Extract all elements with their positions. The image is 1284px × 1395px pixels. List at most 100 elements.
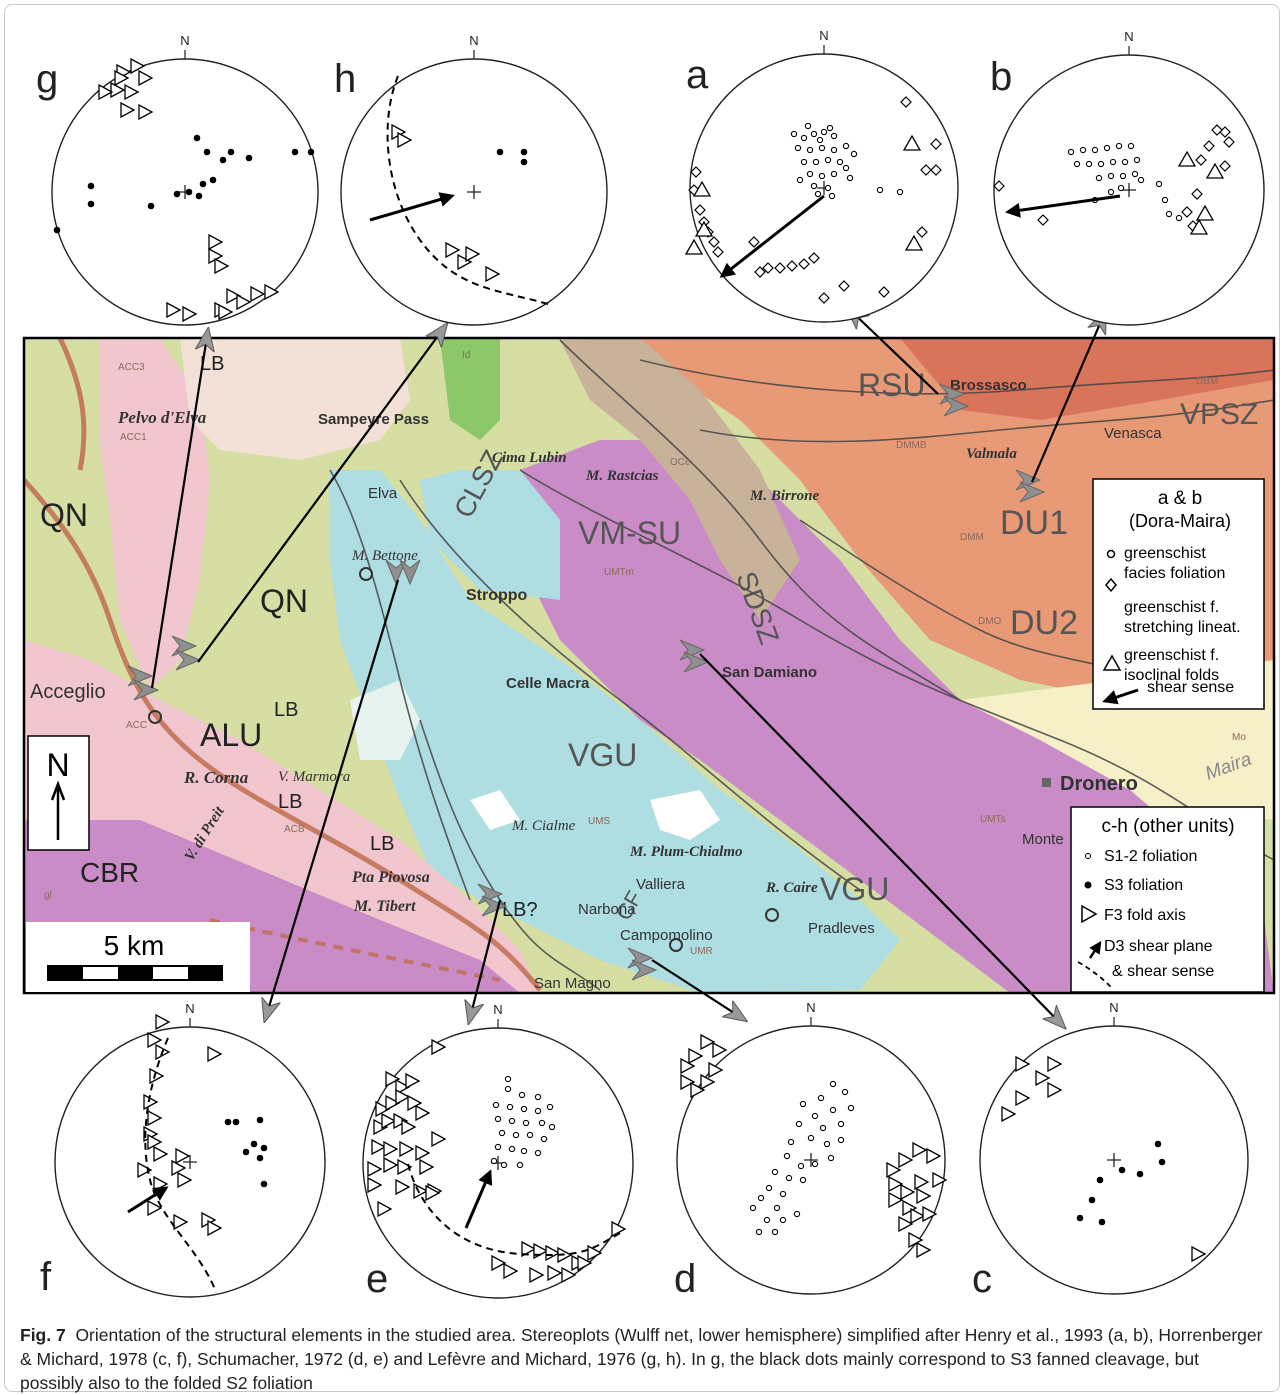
fold-axis-triangle xyxy=(680,1057,696,1075)
pole-circle xyxy=(755,1228,763,1236)
stereonet-d: Nd xyxy=(674,1000,948,1301)
fold-axis-triangle xyxy=(393,1112,409,1130)
fold-axis-triangle xyxy=(218,303,234,321)
pole-circle xyxy=(1161,196,1169,204)
lineation-diamond xyxy=(1181,206,1193,218)
fold-axis-triangle xyxy=(395,1078,411,1096)
lineation-diamond xyxy=(712,246,724,258)
unit-code: UMTm xyxy=(604,567,634,578)
stereonet-label: b xyxy=(990,55,1012,99)
place-label: Pelvo d'Elva xyxy=(117,408,207,427)
stereonet-glyphs xyxy=(137,1013,268,1237)
stereonet-label: f xyxy=(40,1255,52,1299)
shear-sense-arrow xyxy=(369,192,455,222)
place-label: M. Tibert xyxy=(353,898,416,915)
fault-label: LB xyxy=(200,353,224,375)
fold-axis-triangle xyxy=(381,1112,397,1130)
fold-axis-triangle xyxy=(485,265,501,283)
pole-circle xyxy=(749,1204,757,1212)
fold-axis-triangle xyxy=(888,1175,904,1193)
pole-circle xyxy=(1131,170,1139,178)
svg-text:& shear sense: & shear sense xyxy=(1112,963,1214,980)
pole-circle xyxy=(498,1129,506,1137)
north-label: N xyxy=(1109,1000,1118,1015)
place-label: Pradleves xyxy=(808,920,875,937)
fold-axis-triangle xyxy=(373,1118,389,1136)
place-label: Celle Macra xyxy=(506,675,590,692)
pole-circle xyxy=(1067,148,1075,156)
stereonet-g: Ng xyxy=(36,33,319,326)
svg-text:shear sense: shear sense xyxy=(1147,679,1234,696)
lineation-diamond xyxy=(786,260,798,272)
lineation-diamond xyxy=(900,96,912,108)
pole-circle xyxy=(534,1149,542,1157)
fold-axis-triangle xyxy=(173,1213,189,1231)
pole-circle xyxy=(779,1216,787,1224)
pole-circle xyxy=(1175,214,1183,222)
pole-dot xyxy=(307,148,315,156)
fold-axis-triangle xyxy=(371,1138,387,1156)
unit-code: gl xyxy=(44,890,52,901)
fold-triangle xyxy=(1205,162,1225,179)
pole-dot xyxy=(193,134,201,142)
fold-axis-triangle xyxy=(397,1158,413,1176)
stereonet-glyphs xyxy=(1001,1055,1207,1263)
fold-axis-triangle xyxy=(700,1073,716,1091)
fold-axis-triangle xyxy=(547,1264,563,1282)
pole-circle xyxy=(1095,174,1103,182)
fold-axis-triangle xyxy=(214,257,230,275)
pole-circle xyxy=(810,182,818,190)
pole-dot xyxy=(1136,1170,1144,1178)
pole-dot xyxy=(1154,1140,1162,1148)
place-label: San Magno xyxy=(534,975,611,992)
fold-axis-triangle xyxy=(98,83,114,101)
pole-dot xyxy=(219,156,227,164)
pole-dot xyxy=(520,148,528,156)
fold-axis-triangle xyxy=(587,1244,603,1262)
fold-axis-triangle xyxy=(236,293,252,311)
svg-text:N: N xyxy=(46,747,69,783)
pole-circle xyxy=(787,1138,795,1146)
fold-axis-triangle xyxy=(182,305,198,323)
lineation-diamond xyxy=(1223,136,1235,148)
fold-axis-triangle xyxy=(465,245,481,263)
svg-text:greenschist f.: greenschist f. xyxy=(1124,647,1219,664)
fold-axis-triangle xyxy=(395,1178,411,1196)
stereonet-e: Ne xyxy=(362,1002,634,1301)
pole-circle xyxy=(799,1100,807,1108)
pole-circle xyxy=(847,1104,855,1112)
pole-circle xyxy=(1165,210,1173,218)
pole-dot xyxy=(245,154,253,162)
svg-text:isoclinal folds: isoclinal folds xyxy=(1124,667,1219,684)
pole-circle xyxy=(504,1085,512,1093)
pole-circle xyxy=(771,1228,779,1236)
legend-dora-maira: a & b (Dora-Maira) greenschist facies fo… xyxy=(1092,478,1265,710)
fold-axis-triangle xyxy=(250,285,266,303)
fold-triangle xyxy=(1189,218,1209,235)
pole-circle xyxy=(773,1204,781,1212)
pole-circle xyxy=(1117,184,1125,192)
pole-circle xyxy=(1103,144,1111,152)
pole-circle xyxy=(829,1106,837,1114)
pole-circle xyxy=(1133,156,1141,164)
fold-axis-triangle xyxy=(888,1191,904,1209)
stereonet-label: a xyxy=(686,53,709,97)
lineation-diamond xyxy=(754,266,766,278)
pole-dot xyxy=(260,1144,268,1152)
unit-code: DMO xyxy=(978,616,1002,627)
svg-text:greenschist: greenschist xyxy=(1124,545,1206,562)
lineation-diamond xyxy=(808,252,820,264)
pole-dot xyxy=(173,190,181,198)
lineation-diamond xyxy=(1195,154,1207,166)
pole-dot xyxy=(496,148,504,156)
svg-text:(Dora-Maira): (Dora-Maira) xyxy=(1129,511,1231,531)
shear-sense-arrow xyxy=(464,1169,493,1229)
north-arrow: N xyxy=(27,735,90,851)
fold-axis-triangle xyxy=(561,1266,577,1284)
map-unit-label: QN xyxy=(40,497,88,533)
pole-circle xyxy=(842,142,850,150)
fold-axis-triangle xyxy=(143,1093,159,1111)
geological-map: QN QN ALU CBR VGU VGU VM-SU DU1 DU2 RSU … xyxy=(22,336,1276,995)
map-unit-label: VGU xyxy=(568,737,637,773)
fold-axis-triangle xyxy=(226,287,242,305)
